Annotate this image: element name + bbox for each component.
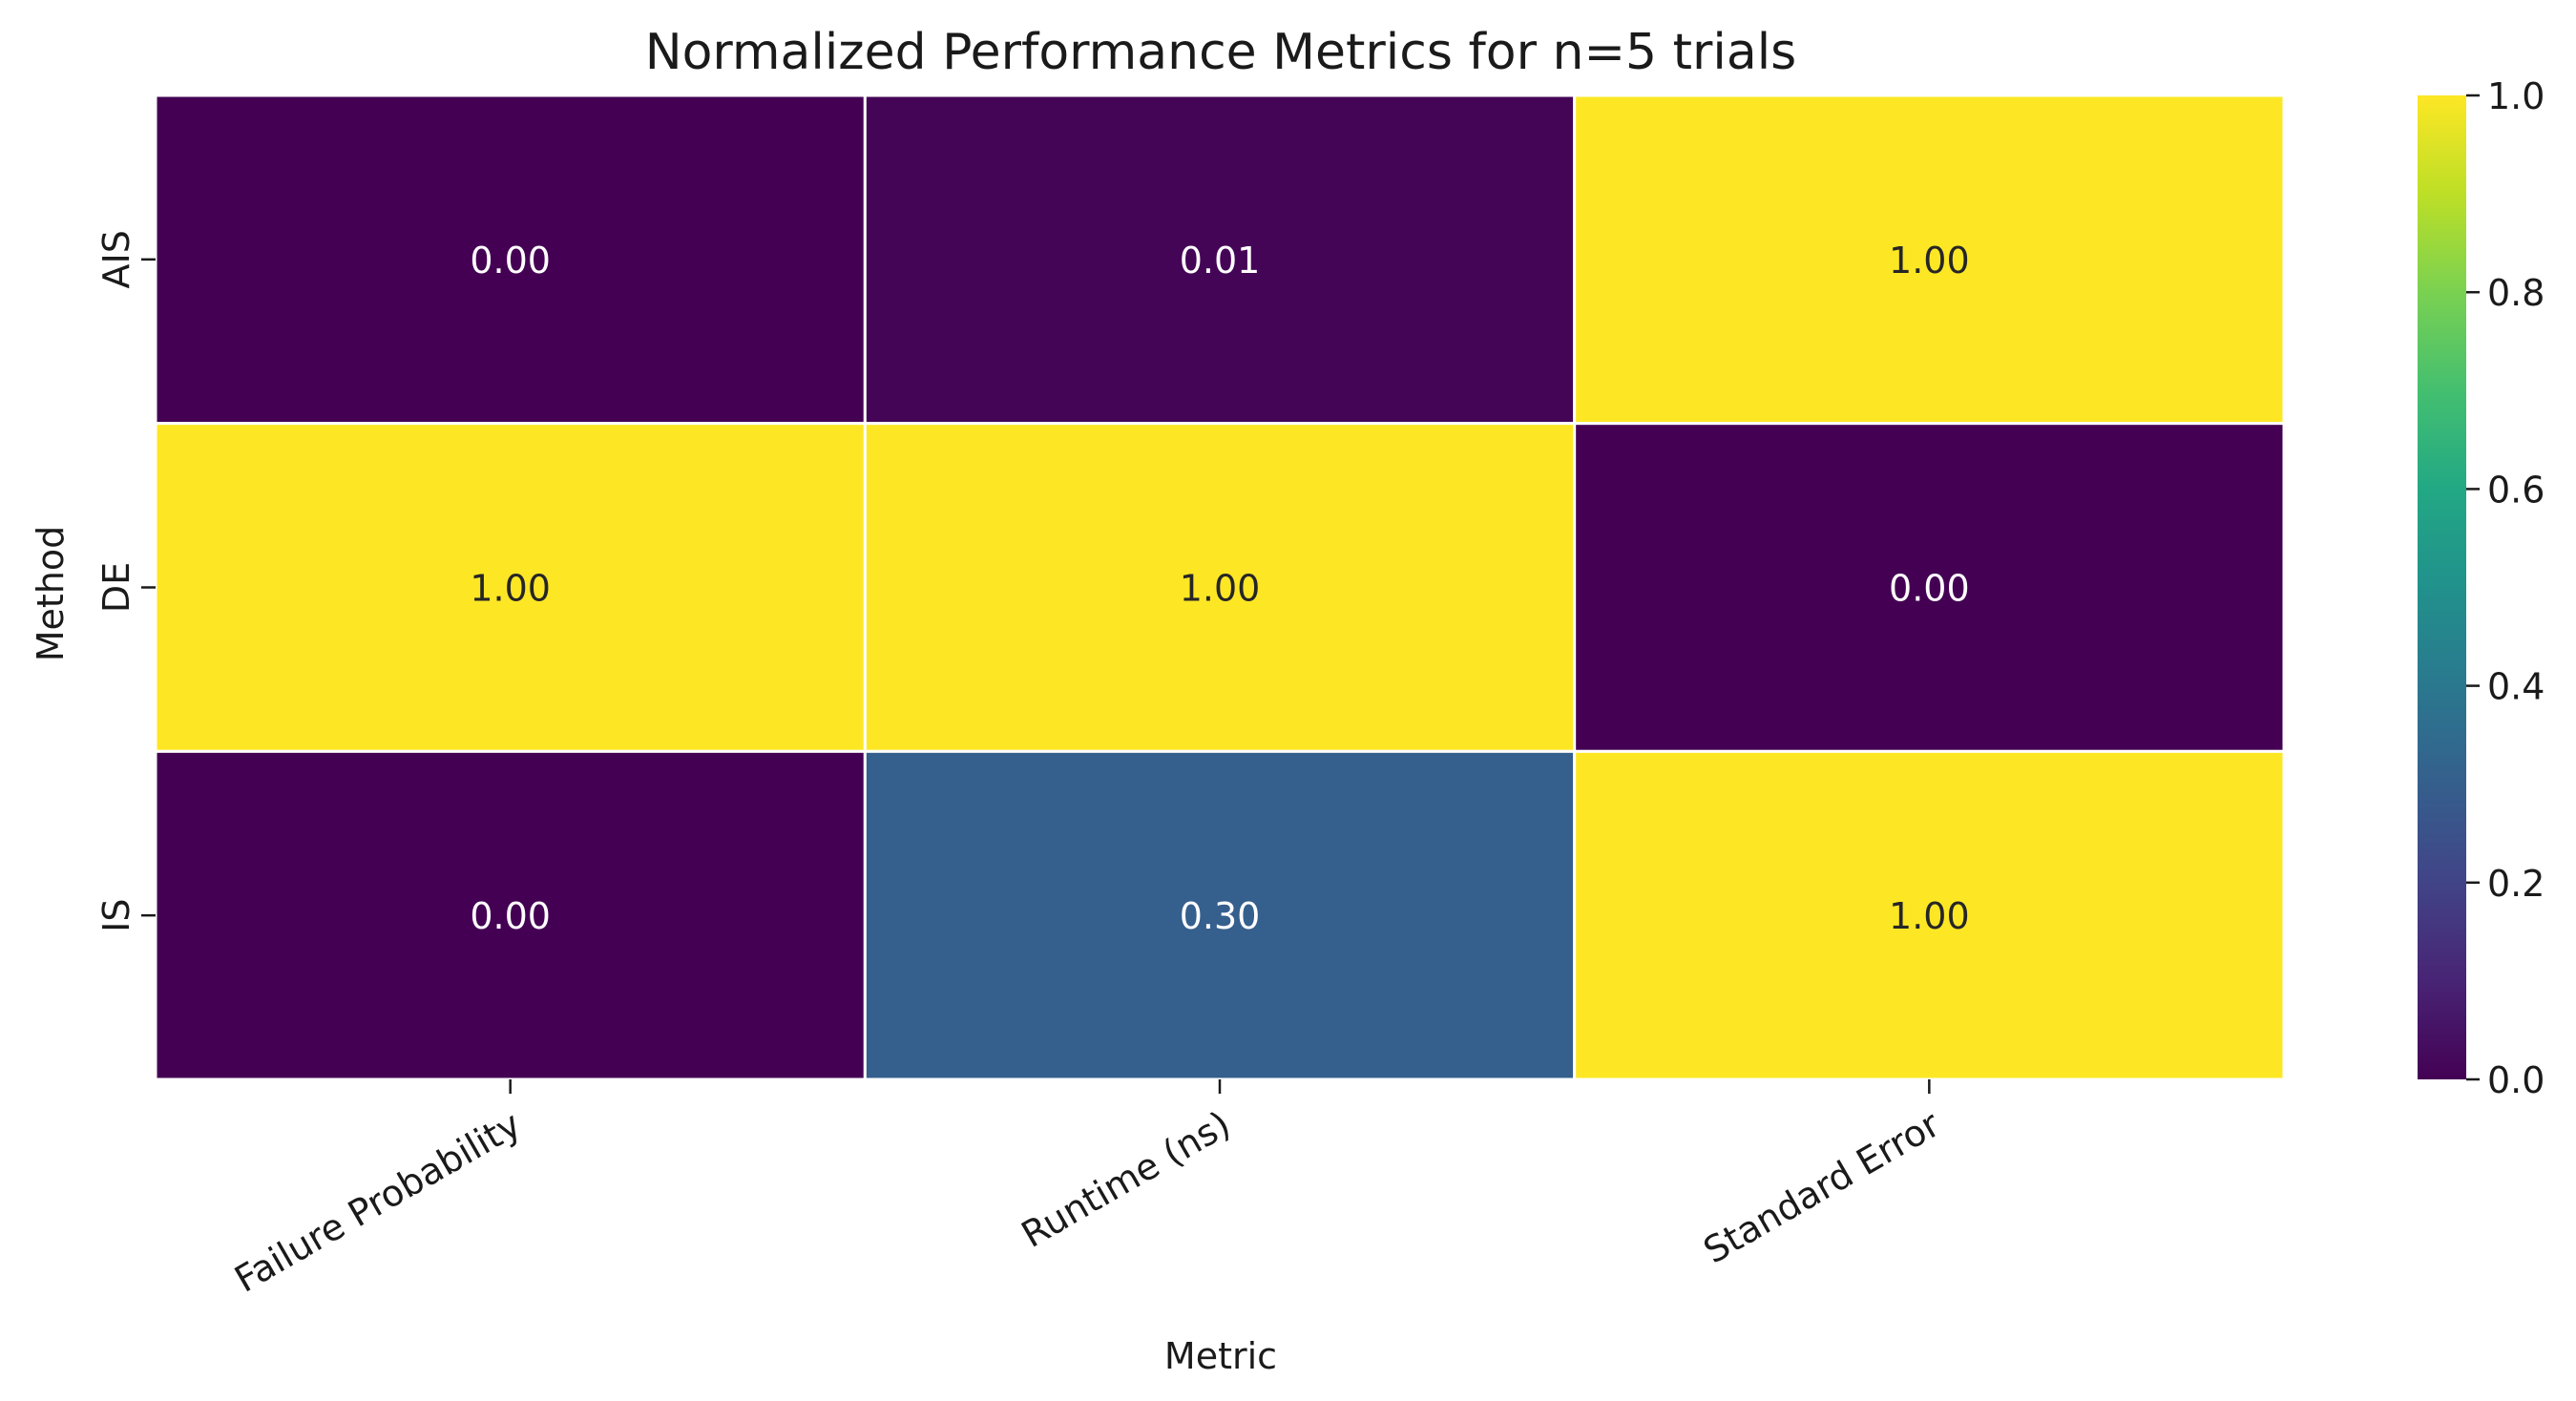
cell-is-failure-probability [154, 749, 867, 1081]
y-axis: AIS DE IS [95, 230, 156, 932]
cell-de-failure-probability [154, 422, 867, 753]
cell-ais-runtime-ns [863, 94, 1577, 426]
colorbar-tick-label: 0.0 [2487, 1059, 2545, 1101]
cell-annotations: 0.00 0.01 1.00 1.00 1.00 0.00 0.00 0.30 1.00 [470, 240, 1969, 937]
cell-annotation: 0.00 [1889, 568, 1970, 610]
y-tick-label: AIS [95, 230, 137, 288]
x-axis: Failure Probability Runtime (ns) Standard … [227, 1079, 1947, 1301]
colorbar-tick-label: 1.0 [2487, 75, 2545, 117]
cell-annotation: 0.01 [1180, 240, 1261, 282]
cell-is-runtime-ns [863, 749, 1577, 1081]
cell-annotation: 0.00 [470, 895, 551, 937]
cell-annotation: 1.00 [470, 568, 551, 610]
colorbar-tick-label: 0.6 [2487, 469, 2545, 511]
x-axis-label: Metric [1164, 1335, 1277, 1377]
colorbar: 0.0 0.2 0.4 0.6 0.8 1.0 [2418, 75, 2545, 1101]
y-axis-label: Method [30, 526, 72, 662]
cell-annotation: 0.00 [470, 240, 551, 282]
cell-ais-failure-probability [154, 94, 867, 426]
colorbar-tick-label: 0.8 [2487, 272, 2545, 314]
colorbar-tick-label: 0.4 [2487, 666, 2545, 708]
colorbar-gradient [2418, 95, 2466, 1079]
x-tick-label: Standard Error [1696, 1103, 1947, 1272]
chart-title: Normalized Performance Metrics for n=5 t… [645, 24, 1797, 81]
colorbar-tick-label: 0.2 [2487, 863, 2545, 905]
heatmap-cells [154, 94, 2286, 1081]
cell-de-runtime-ns [863, 422, 1577, 753]
y-tick-label: DE [95, 562, 137, 613]
cell-annotation: 0.30 [1180, 895, 1261, 937]
x-tick-label: Failure Probability [227, 1103, 528, 1301]
cell-annotation: 1.00 [1889, 240, 1970, 282]
cell-de-standard-error [1573, 422, 2286, 753]
x-tick-label: Runtime (ns) [1015, 1103, 1238, 1256]
y-tick-label: IS [95, 899, 137, 932]
cell-annotation: 1.00 [1889, 895, 1970, 937]
cell-ais-standard-error [1573, 94, 2286, 426]
cell-annotation: 1.00 [1180, 568, 1261, 610]
